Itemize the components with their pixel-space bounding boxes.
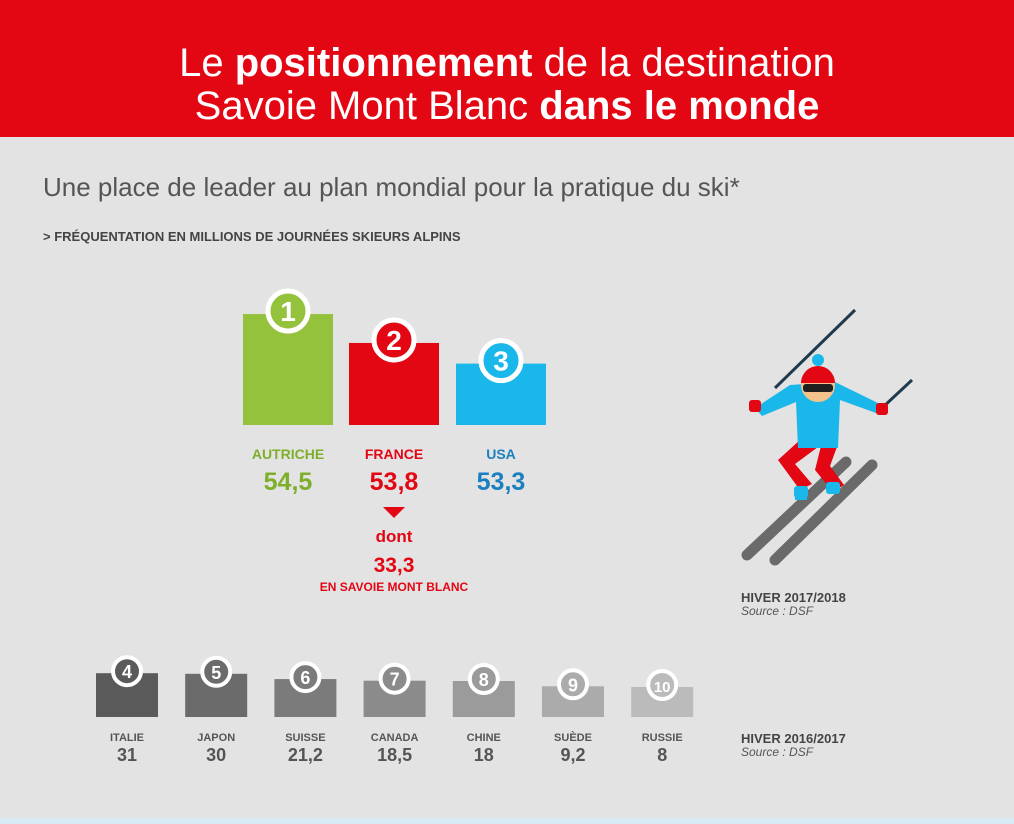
value-label: 9,2 (560, 745, 585, 765)
rank-label: 10 (654, 679, 671, 696)
annotation-text: EN SAVOIE MONT BLANC (320, 580, 469, 594)
category-label: RUSSIE (642, 732, 683, 744)
category-label: AUTRICHE (252, 446, 324, 462)
bottom-strip (0, 818, 1014, 824)
rank-label: 1 (280, 296, 296, 327)
annotation-value: 33,3 (374, 554, 415, 577)
season-label-top: HIVER 2017/2018 (741, 590, 846, 605)
category-label: SUÈDE (554, 731, 592, 744)
rank-label: 9 (568, 675, 578, 695)
value-label: 18,5 (377, 745, 412, 765)
rank-label: 6 (300, 668, 310, 688)
value-label: 30 (206, 745, 226, 765)
value-label: 21,2 (288, 745, 323, 765)
value-label: 53,3 (477, 468, 526, 496)
source-label-bottom: Source : DSF (741, 745, 813, 759)
category-label: CHINE (467, 732, 501, 744)
rank-label: 5 (211, 663, 221, 683)
value-label: 18 (474, 745, 494, 765)
skier-illustration (747, 310, 912, 560)
annotation-dont: dont (376, 527, 413, 546)
category-label: USA (486, 446, 516, 462)
category-label: JAPON (197, 732, 235, 744)
rank-label: 8 (479, 670, 489, 690)
rank-label: 3 (493, 346, 509, 377)
value-label: 8 (657, 745, 667, 765)
rank-label: 2 (386, 325, 402, 356)
value-label: 54,5 (264, 468, 313, 496)
value-label: 31 (117, 745, 137, 765)
season-label-bottom: HIVER 2016/2017 (741, 731, 846, 746)
value-label: 53,8 (370, 468, 419, 496)
top-bars-group: 1 AUTRICHE 54,5 2 FRANCE 53,8 3 USA 53,3 dont 33,3… (243, 291, 546, 594)
down-arrow-icon (383, 507, 405, 518)
source-label-top: Source : DSF (741, 604, 813, 618)
category-label: CANADA (371, 732, 419, 744)
category-label: ITALIE (110, 732, 144, 744)
rank-label: 7 (390, 670, 400, 690)
category-label: FRANCE (365, 446, 423, 462)
rank-label: 4 (122, 662, 132, 682)
category-label: SUISSE (285, 732, 325, 744)
